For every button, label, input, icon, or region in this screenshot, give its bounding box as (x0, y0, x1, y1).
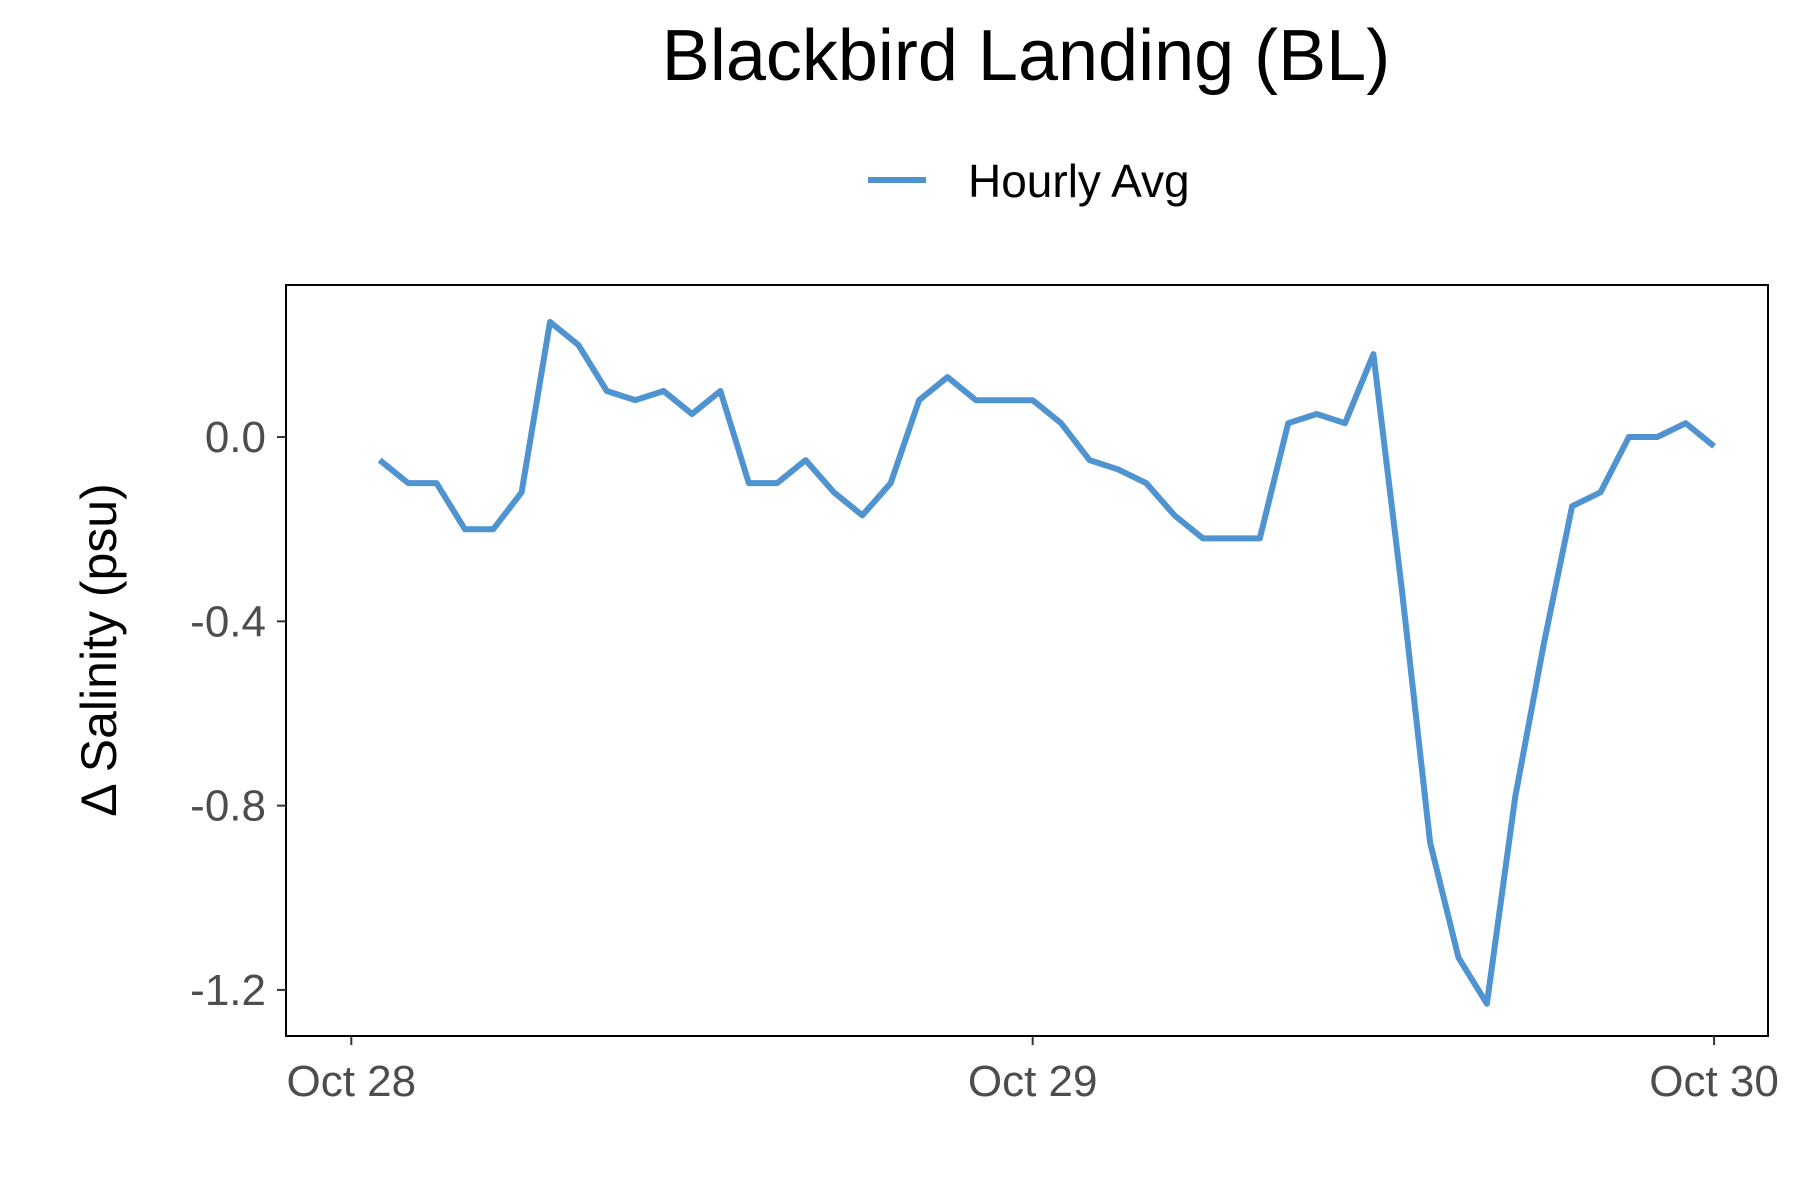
y-tick-label: -0.4 (190, 597, 266, 646)
data-point (377, 457, 383, 463)
data-point (1711, 443, 1717, 449)
y-axis-title: Δ Salinity (psu) (71, 483, 127, 817)
y-tick-label: -1.2 (190, 966, 266, 1015)
data-point (1001, 397, 1007, 403)
data-point (547, 319, 553, 325)
data-point (462, 526, 468, 532)
series-line-hourly-avg (377, 318, 1716, 1007)
data-point (1342, 420, 1348, 426)
x-tick-label: Oct 28 (286, 1057, 416, 1106)
data-point (774, 480, 780, 486)
data-point (1030, 397, 1036, 403)
data-point (1654, 434, 1660, 440)
series-layer (377, 318, 1717, 1007)
data-point (433, 480, 439, 486)
data-point (1541, 641, 1547, 647)
data-point (1569, 503, 1575, 509)
data-point (1484, 1001, 1490, 1007)
data-point (1427, 839, 1433, 845)
data-point (746, 480, 752, 486)
data-point (1200, 535, 1206, 541)
data-point (519, 489, 525, 495)
data-point (1086, 457, 1092, 463)
y-tick-label: 0.0 (205, 413, 266, 462)
data-point (973, 397, 979, 403)
data-point (916, 397, 922, 403)
data-point (1683, 420, 1689, 426)
data-point (1512, 793, 1518, 799)
data-point (1626, 434, 1632, 440)
data-point (1597, 489, 1603, 495)
data-point (604, 388, 610, 394)
data-point (831, 489, 837, 495)
x-tick-label: Oct 29 (968, 1057, 1098, 1106)
legend: Hourly Avg (868, 155, 1190, 207)
x-axis: Oct 28 Oct 29 Oct 30 (286, 1036, 1779, 1106)
x-tick-label: Oct 30 (1649, 1057, 1779, 1106)
data-point (1285, 420, 1291, 426)
data-point (1143, 480, 1149, 486)
y-tick-label: -0.8 (190, 782, 266, 831)
data-point (1456, 955, 1462, 961)
data-point (661, 388, 667, 394)
data-point (632, 397, 638, 403)
data-point (689, 411, 695, 417)
y-axis: 0.0 -0.4 -0.8 -1.2 (190, 413, 286, 1015)
data-point (1228, 535, 1234, 541)
data-point (717, 388, 723, 394)
data-point (803, 457, 809, 463)
data-point (888, 480, 894, 486)
data-point (1115, 466, 1121, 472)
data-point (1257, 535, 1263, 541)
data-point (945, 374, 951, 380)
data-point (1058, 420, 1064, 426)
legend-label: Hourly Avg (968, 155, 1190, 207)
data-point (575, 342, 581, 348)
data-point (1314, 411, 1320, 417)
data-point (1172, 512, 1178, 518)
data-point (1399, 586, 1405, 592)
data-point (490, 526, 496, 532)
data-point (1370, 351, 1376, 357)
data-point (859, 512, 865, 518)
data-point (405, 480, 411, 486)
chart-title: Blackbird Landing (BL) (662, 16, 1390, 96)
